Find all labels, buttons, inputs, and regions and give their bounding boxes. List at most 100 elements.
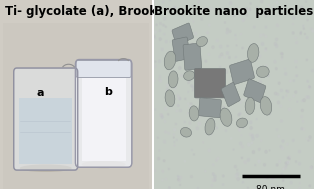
Circle shape	[179, 49, 181, 51]
Circle shape	[310, 139, 311, 141]
Circle shape	[227, 87, 228, 89]
Circle shape	[180, 74, 182, 77]
Circle shape	[281, 56, 283, 58]
FancyBboxPatch shape	[183, 43, 202, 70]
Circle shape	[170, 41, 171, 42]
Circle shape	[220, 53, 223, 56]
Circle shape	[280, 89, 283, 92]
Circle shape	[241, 67, 242, 69]
Circle shape	[167, 9, 169, 11]
Circle shape	[233, 15, 235, 17]
Circle shape	[184, 160, 186, 162]
Circle shape	[265, 48, 267, 49]
Circle shape	[186, 44, 188, 47]
Circle shape	[242, 19, 244, 21]
Circle shape	[224, 56, 225, 58]
Circle shape	[197, 78, 198, 80]
Circle shape	[163, 17, 166, 20]
Circle shape	[280, 120, 283, 122]
Circle shape	[225, 12, 227, 15]
Circle shape	[170, 0, 171, 1]
Circle shape	[179, 98, 181, 100]
Circle shape	[237, 169, 238, 170]
Circle shape	[176, 139, 177, 140]
Circle shape	[265, 15, 267, 17]
Circle shape	[235, 57, 236, 58]
Circle shape	[214, 179, 216, 181]
Circle shape	[198, 122, 201, 125]
Circle shape	[247, 158, 250, 161]
Circle shape	[226, 31, 228, 34]
Circle shape	[179, 109, 181, 112]
Circle shape	[212, 95, 214, 98]
Circle shape	[229, 30, 231, 33]
Circle shape	[248, 10, 249, 12]
Ellipse shape	[260, 97, 272, 115]
Circle shape	[256, 134, 258, 137]
Circle shape	[241, 72, 242, 74]
Circle shape	[219, 81, 220, 83]
Circle shape	[154, 37, 155, 39]
Circle shape	[298, 163, 300, 165]
Circle shape	[229, 91, 230, 93]
Circle shape	[292, 24, 294, 25]
Circle shape	[295, 76, 296, 77]
FancyBboxPatch shape	[76, 60, 131, 77]
Circle shape	[191, 84, 193, 87]
Circle shape	[306, 96, 307, 98]
Circle shape	[244, 161, 246, 164]
Circle shape	[206, 109, 208, 111]
Circle shape	[208, 53, 209, 55]
Circle shape	[207, 133, 208, 135]
Circle shape	[286, 143, 288, 145]
Circle shape	[214, 175, 216, 178]
Circle shape	[276, 164, 278, 166]
Circle shape	[224, 22, 225, 23]
Circle shape	[154, 109, 156, 110]
Circle shape	[295, 91, 297, 93]
Circle shape	[196, 48, 197, 50]
Circle shape	[312, 29, 314, 32]
Circle shape	[198, 71, 200, 74]
Circle shape	[293, 80, 295, 81]
Circle shape	[250, 3, 251, 4]
Circle shape	[205, 40, 206, 42]
Circle shape	[154, 170, 156, 171]
Circle shape	[263, 34, 264, 35]
Circle shape	[210, 132, 212, 135]
Circle shape	[236, 45, 237, 46]
Circle shape	[197, 187, 199, 189]
Circle shape	[261, 0, 263, 3]
Circle shape	[229, 57, 230, 59]
Circle shape	[272, 184, 273, 186]
Circle shape	[165, 26, 166, 28]
Circle shape	[226, 28, 228, 30]
Circle shape	[182, 16, 183, 18]
FancyBboxPatch shape	[75, 60, 132, 167]
Circle shape	[309, 185, 311, 187]
Circle shape	[195, 33, 197, 35]
Circle shape	[203, 101, 204, 102]
Circle shape	[288, 156, 290, 159]
Circle shape	[281, 147, 284, 150]
Circle shape	[210, 7, 212, 9]
Circle shape	[177, 94, 179, 96]
Circle shape	[252, 73, 254, 75]
Circle shape	[276, 24, 279, 27]
Circle shape	[169, 66, 171, 68]
Circle shape	[282, 140, 284, 142]
Circle shape	[302, 120, 304, 122]
Circle shape	[295, 37, 296, 39]
Circle shape	[213, 164, 214, 166]
Circle shape	[252, 135, 254, 138]
Circle shape	[236, 75, 238, 78]
Circle shape	[306, 1, 307, 2]
Circle shape	[189, 62, 191, 65]
Circle shape	[286, 95, 287, 96]
FancyBboxPatch shape	[172, 23, 193, 45]
Text: b: b	[105, 87, 112, 97]
Circle shape	[242, 47, 243, 49]
Circle shape	[230, 2, 232, 5]
Circle shape	[277, 101, 280, 104]
Circle shape	[188, 91, 189, 93]
